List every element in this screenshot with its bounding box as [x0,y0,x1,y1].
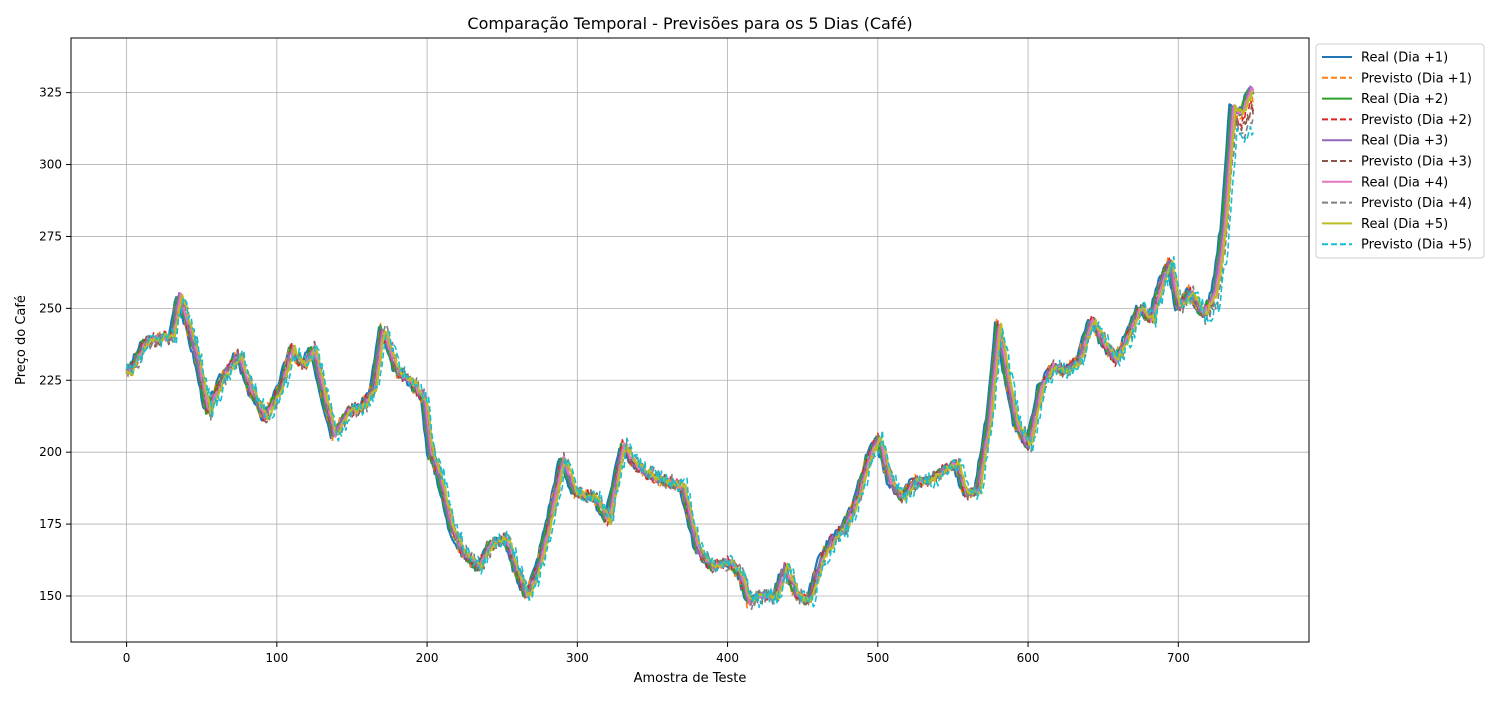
y-tick-label: 150 [39,589,62,603]
x-axis-label: Amostra de Teste [634,671,747,686]
y-axis-ticks: 150 175 200 225 250 275 300 325 [39,86,71,603]
legend-label: Real (Dia +5) [1361,217,1448,232]
y-tick-label: 250 [39,301,62,315]
y-axis-label: Preço do Café [14,295,29,385]
y-tick-label: 225 [39,373,62,387]
x-tick-label: 300 [566,651,589,665]
x-tick-label: 0 [123,651,131,665]
series-line-previsto-dia-5 [125,125,1255,609]
legend: Real (Dia +1) Previsto (Dia +1) Real (Dia … [1315,43,1485,259]
plot-area-frame [70,37,1310,643]
series-line-real-dia-1 [125,87,1255,603]
legend-label: Real (Dia +4) [1361,175,1448,190]
x-tick-label: 100 [265,651,288,665]
series-lines [125,85,1255,611]
y-tick-label: 300 [39,158,62,172]
x-axis-ticks: 0 100 200 300 400 500 600 700 [123,642,1190,665]
x-tick-label: 400 [716,651,739,665]
legend-frame [1315,43,1485,259]
legend-label: Real (Dia +3) [1361,134,1448,149]
y-tick-label: 175 [39,517,62,531]
x-tick-label: 200 [416,651,439,665]
y-tick-label: 200 [39,445,62,459]
legend-label: Previsto (Dia +2) [1361,113,1472,128]
x-tick-label: 700 [1167,651,1190,665]
legend-label: Previsto (Dia +5) [1361,238,1472,253]
legend-label: Real (Dia +1) [1361,51,1448,66]
y-tick-label: 275 [39,229,62,243]
x-tick-label: 500 [866,651,889,665]
legend-label: Real (Dia +2) [1361,92,1448,107]
legend-label: Previsto (Dia +1) [1361,71,1472,86]
chart-title: Comparação Temporal - Previsões para os … [467,14,912,33]
legend-label: Previsto (Dia +3) [1361,155,1472,170]
legend-label: Previsto (Dia +4) [1361,196,1472,211]
x-tick-label: 600 [1017,651,1040,665]
y-tick-label: 325 [39,86,62,100]
